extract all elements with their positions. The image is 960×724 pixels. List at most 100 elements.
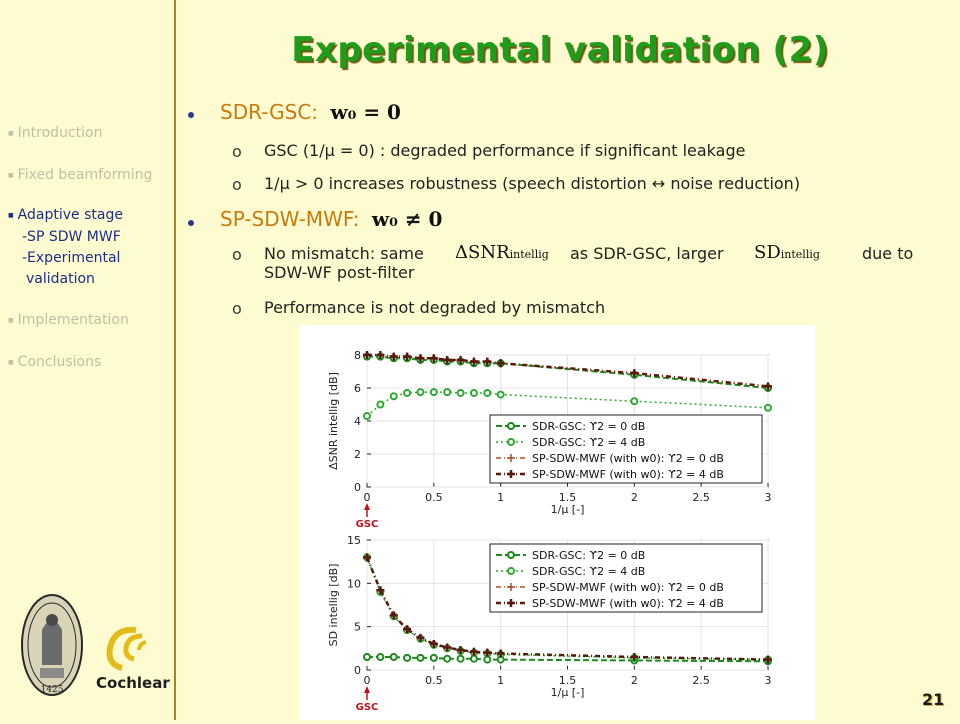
data-point — [630, 397, 639, 406]
data-point — [496, 649, 505, 658]
data-point — [363, 653, 371, 661]
legend-marker — [507, 551, 515, 559]
data-point — [496, 390, 505, 399]
sub-bullet-not-degraded: Performance is not degraded by mismatch — [264, 298, 606, 317]
x-tick-label: 1 — [497, 491, 504, 504]
data-point — [416, 354, 425, 363]
legend-marker — [507, 422, 515, 430]
nav-item-adaptive-stage[interactable]: ■ Adaptive stage — [8, 207, 123, 223]
x-tick-label: 0 — [364, 674, 371, 687]
nav-label: Conclusions — [17, 354, 102, 370]
sub-bullet-marker: o — [232, 175, 242, 194]
x-tick-label: 3 — [765, 674, 772, 687]
sub-bullet-robustness: 1/μ > 0 increases robustness (speech dis… — [264, 174, 801, 193]
data-point — [443, 388, 452, 397]
y-tick-label: 5 — [354, 621, 361, 634]
data-point — [483, 357, 492, 366]
x-tick-label: 2.5 — [692, 491, 710, 504]
data-point — [443, 654, 452, 663]
bullet-sp-sdw-mwf: SP-SDW-MWF: w₀ ≠ 0 — [220, 207, 442, 231]
bullet-dot — [188, 220, 194, 226]
nav-subitem-experimental[interactable]: -Experimental — [22, 250, 121, 266]
page-number: 21 — [922, 690, 945, 709]
data-point — [403, 388, 412, 397]
legend-box — [489, 543, 763, 613]
legend-marker — [507, 583, 515, 591]
data-point — [456, 388, 465, 397]
legend-label: SDR-GSC: ϒ2 = 0 dB — [532, 549, 645, 562]
y-tick-label: 4 — [354, 415, 361, 428]
data-point — [363, 351, 371, 359]
data-point — [429, 640, 438, 648]
nav-label: Introduction — [17, 125, 103, 141]
data-point — [416, 388, 425, 397]
nav-subitem-sp-sdw-mwf[interactable]: -SP SDW MWF — [22, 229, 121, 245]
data-point — [376, 653, 385, 661]
sub-bullet-marker: o — [232, 299, 242, 318]
data-point — [403, 625, 412, 634]
data-point — [389, 392, 398, 401]
x-tick-label: 2 — [631, 674, 638, 687]
legend-box — [489, 414, 763, 484]
legend-label: SDR-GSC: ϒ2 = 0 dB — [532, 420, 645, 433]
gsc-arrow — [364, 686, 370, 693]
data-point — [456, 654, 465, 663]
nav-item-fixed-beamforming[interactable]: ■ Fixed beamforming — [8, 167, 153, 183]
legend-marker — [507, 599, 515, 607]
math-sd-intellig: SDintellig — [754, 242, 820, 263]
x-tick-label: 1.5 — [559, 491, 577, 504]
nav-label: Implementation — [17, 312, 129, 328]
x-tick-label: 2 — [631, 491, 638, 504]
sub-bullet-no-mismatch-d: SDW-WF post-filter — [264, 263, 415, 282]
data-point — [403, 352, 412, 361]
y-tick-label: 0 — [354, 664, 361, 677]
chart-svg: 0 0.5 1 1.5 2 2.5 3 0 2 4 6 8 1/μ [-] ΔSNR intellig [… — [327, 349, 772, 713]
nav-subitem-validation[interactable]: validation — [26, 271, 95, 287]
x-axis-label: 1/μ [-] — [551, 686, 585, 699]
math-delta-snr-intellig: ΔSNRintellig — [455, 242, 549, 263]
gsc-annotation: GSC — [356, 702, 379, 713]
data-point — [456, 646, 465, 655]
x-tick-label: 2.5 — [692, 674, 710, 687]
nav-item-conclusions[interactable]: ■ Conclusions — [8, 354, 102, 370]
nav-item-implementation[interactable]: ■ Implementation — [8, 312, 129, 328]
sub-bullet-marker: o — [232, 142, 242, 161]
sub-bullet-no-mismatch-c: due to — [862, 244, 914, 263]
y-tick-label: 0 — [354, 481, 361, 494]
data-point — [443, 643, 452, 652]
sub-bullet-no-mismatch-a: No mismatch: same — [264, 244, 424, 263]
bullet-label: SP-SDW-MWF: — [220, 207, 360, 231]
data-point — [429, 388, 438, 397]
y-tick-label: 6 — [354, 382, 361, 395]
data-point — [469, 388, 478, 397]
legend-label: SP-SDW-MWF (with w0): ϒ2 = 0 dB — [532, 581, 724, 594]
data-point — [630, 369, 639, 378]
x-tick-label: 0 — [364, 491, 371, 504]
data-point — [764, 655, 772, 664]
legend-label: SDR-GSC: ϒ2 = 4 dB — [532, 565, 645, 578]
sub-bullet-marker: o — [232, 245, 242, 264]
data-point — [389, 611, 398, 620]
math-w0-equals-zero: w₀ = 0 — [330, 100, 401, 124]
gsc-annotation: GSC — [356, 519, 379, 530]
nav-label: Adaptive stage — [17, 207, 123, 223]
chart-panel: 0 0.5 1 1.5 2 2.5 3 0 2 4 6 8 1/μ [-] ΔSNR intellig [… — [300, 325, 815, 720]
x-tick-label: 1 — [497, 674, 504, 687]
university-seal-logo: 1425 — [21, 594, 83, 696]
math-subscript: intellig — [780, 248, 820, 261]
sub-bullet-gsc-leakage: GSC (1/μ = 0) : degraded performance if … — [264, 141, 746, 160]
gsc-arrow — [364, 503, 370, 510]
sub-bullet-no-mismatch-b: as SDR-GSC, larger — [570, 244, 724, 263]
y-tick-label: 10 — [347, 577, 361, 590]
data-point — [363, 412, 371, 421]
data-point — [630, 653, 639, 661]
legend-marker — [507, 567, 515, 575]
data-point — [764, 403, 772, 412]
y-tick-label: 15 — [347, 534, 361, 547]
nav-item-introduction[interactable]: ■ Introduction — [8, 125, 103, 141]
legend-label: SP-SDW-MWF (with w0): ϒ2 = 4 dB — [532, 597, 724, 610]
math-term: ΔSNR — [455, 242, 510, 263]
data-point — [389, 653, 398, 661]
data-point — [429, 653, 438, 662]
math-term: SD — [754, 242, 781, 263]
